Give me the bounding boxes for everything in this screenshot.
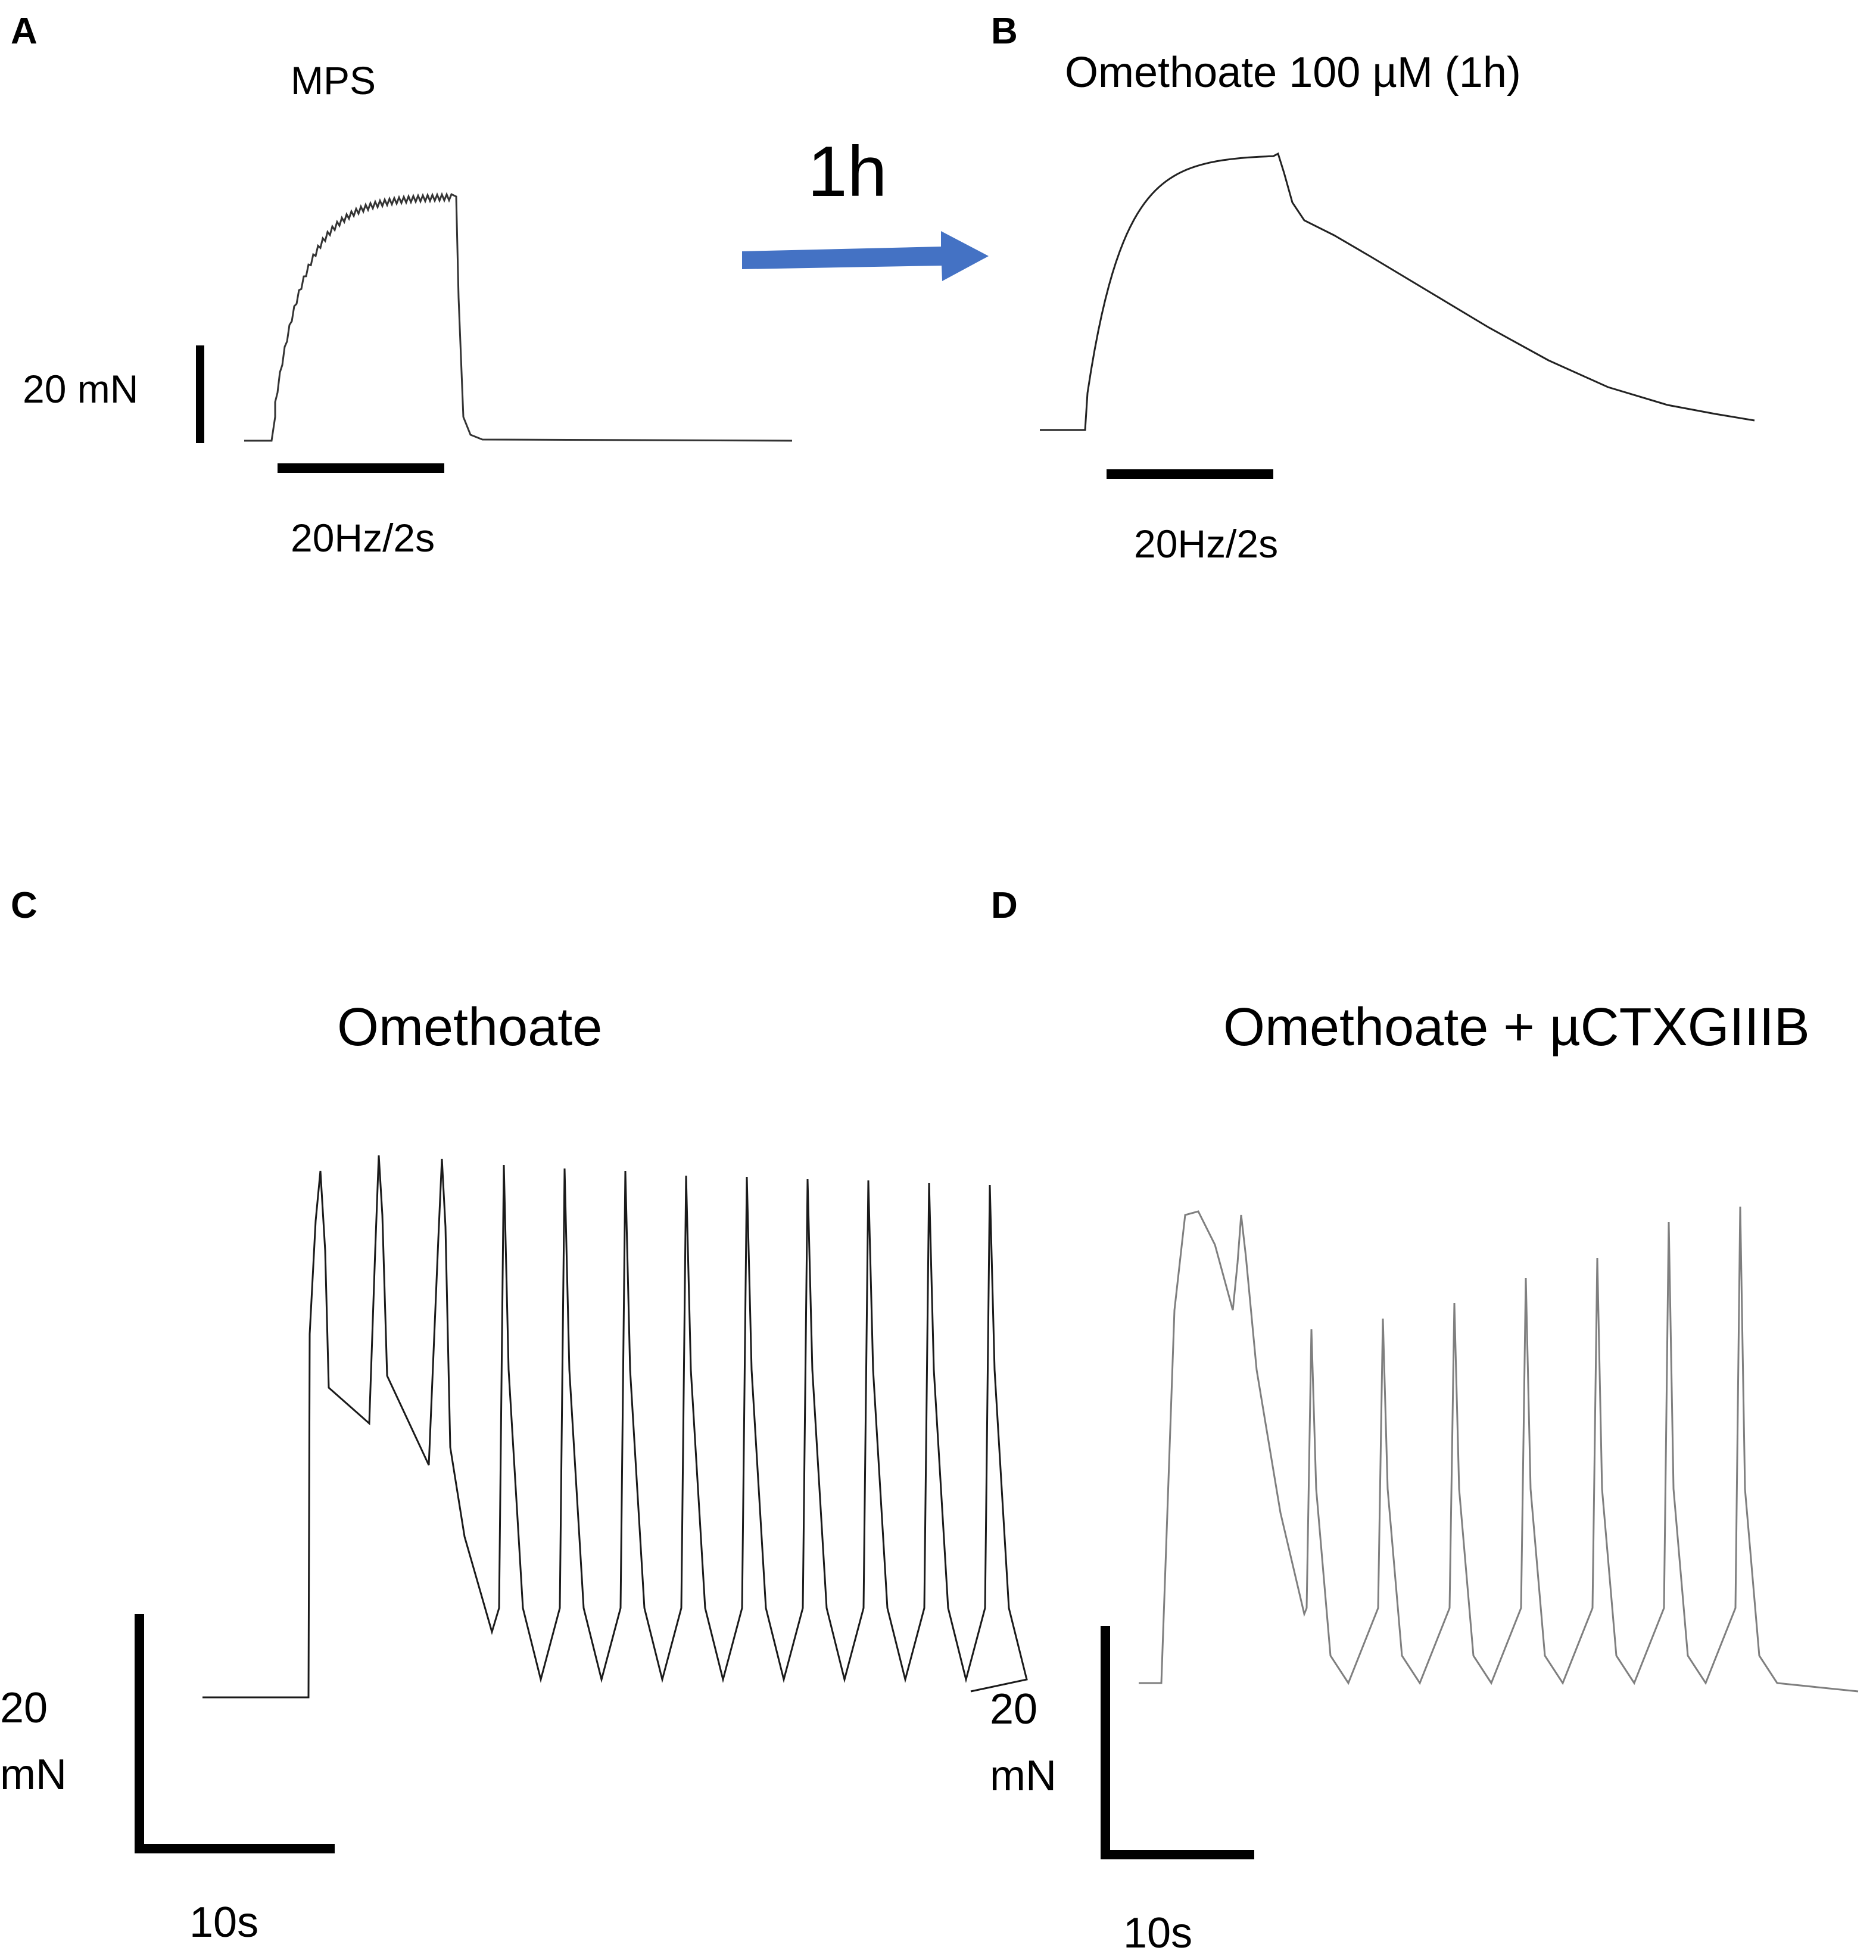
panel-c-trace [202, 1155, 1028, 1699]
panel-c-scale-bar [135, 1614, 335, 1853]
panel-c-scale-num: 20 [0, 1684, 48, 1732]
panel-a-stim-label: 20Hz/2s [291, 516, 435, 560]
panel-d-scale-bar [1101, 1626, 1254, 1859]
panel-label-b: B [991, 11, 1018, 52]
panel-d-scale-unit: mN [990, 1752, 1057, 1800]
panel-label-d: D [991, 885, 1018, 926]
arrow-label: 1h [808, 132, 887, 211]
panel-b-trace [1040, 152, 1755, 431]
panel-c-title: Omethoate [337, 998, 603, 1057]
panel-a-scale-label: 20 mN [23, 367, 139, 411]
panel-d-scale-num: 20 [990, 1685, 1038, 1733]
panel-b-title: Omethoate 100 µM (1h) [1065, 49, 1521, 96]
panel-a-trace [244, 192, 793, 442]
panel-c-scale-unit: mN [0, 1751, 67, 1799]
arrow-1h [742, 231, 989, 281]
panel-d-trace [1139, 1206, 1859, 1693]
panel-label-c: C [11, 885, 38, 926]
panel-label-a: A [11, 11, 38, 52]
panel-d-time-label: 10s [1123, 1909, 1193, 1957]
panel-b-stim-label: 20Hz/2s [1134, 522, 1279, 566]
panel-c-time-label: 10s [189, 1899, 259, 1946]
panel-d-title: Omethoate + µCTXGIIIB [1223, 998, 1810, 1057]
panel-a-title: MPS [291, 58, 376, 102]
